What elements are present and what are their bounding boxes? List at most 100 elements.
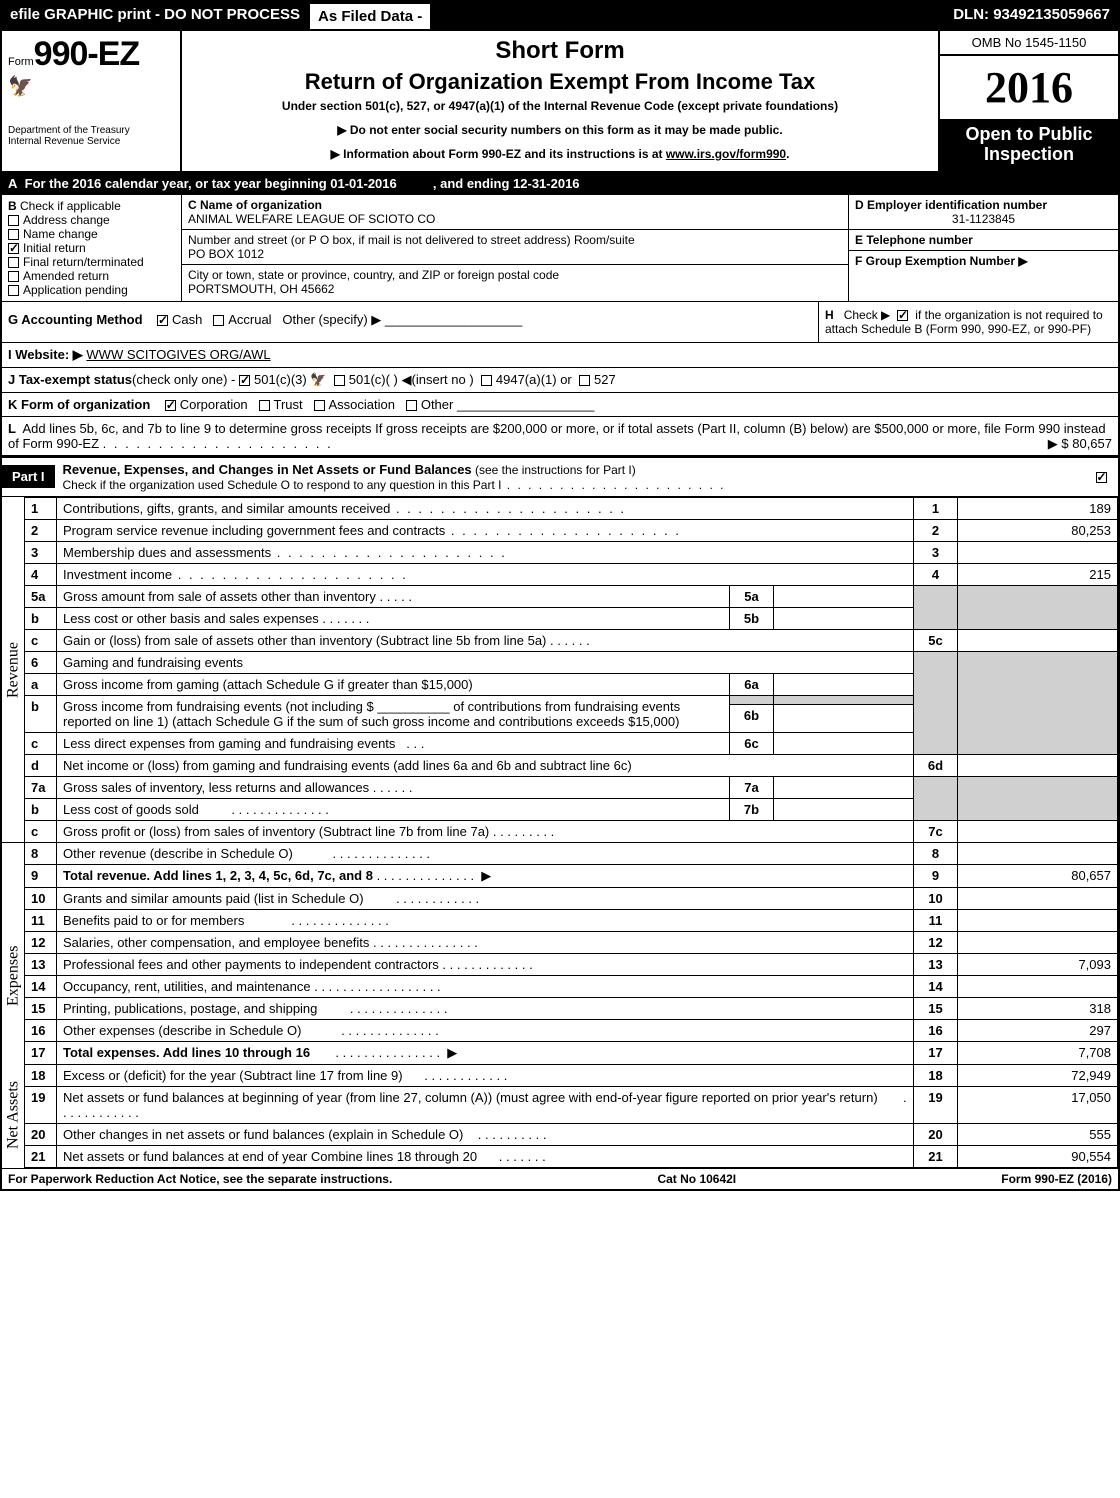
line-10-value: [958, 887, 1118, 909]
checkbox-527[interactable]: [579, 375, 590, 386]
line-11-value: [958, 909, 1118, 931]
revenue-side-label: Revenue: [2, 497, 25, 842]
irs-link[interactable]: www.irs.gov/form990: [666, 147, 786, 161]
line-9-value: 80,657: [958, 864, 1118, 887]
footer-right: Form 990-EZ (2016): [1001, 1172, 1112, 1186]
lines-table: Revenue 1 Contributions, gifts, grants, …: [2, 497, 1118, 1168]
checkbox-amended-return[interactable]: Amended return: [8, 269, 175, 283]
part-i-label: Part I: [2, 465, 55, 488]
checkbox-other-org[interactable]: [406, 400, 417, 411]
checkbox-accrual[interactable]: [213, 315, 224, 326]
line-18-value: 72,949: [958, 1064, 1118, 1086]
line-13-value: 7,093: [958, 953, 1118, 975]
line-6d-value: [958, 754, 1118, 776]
checkbox-cash[interactable]: [157, 315, 168, 326]
col-b: B Check if applicable Address change Nam…: [2, 195, 182, 301]
checkbox-corporation[interactable]: [165, 400, 176, 411]
subtitle: Under section 501(c), 527, or 4947(a)(1)…: [190, 99, 930, 113]
row-j: J Tax-exempt status(check only one) - 50…: [2, 368, 1118, 393]
line-2-value: 80,253: [958, 519, 1118, 541]
footer-mid: Cat No 10642I: [657, 1172, 736, 1186]
eagle-icon: 🦅: [8, 74, 174, 99]
part-i-title: Revenue, Expenses, and Changes in Net As…: [55, 458, 1088, 496]
line-6a-value: [774, 673, 914, 695]
col-g: G Accounting Method Cash Accrual Other (…: [2, 302, 818, 342]
row-i: I Website: ▶ WWW SCITOGIVES ORG/AWL: [2, 343, 1118, 368]
form-prefix: Form: [8, 56, 34, 68]
checkbox-name-change[interactable]: Name change: [8, 227, 175, 241]
footer: For Paperwork Reduction Act Notice, see …: [2, 1168, 1118, 1189]
part-i-header: Part I Revenue, Expenses, and Changes in…: [2, 456, 1118, 497]
checkbox-501c3[interactable]: [239, 375, 250, 386]
line-17-value: 7,708: [958, 1041, 1118, 1064]
dln-label: DLN: 93492135059667: [945, 2, 1118, 31]
line-6c-value: [774, 732, 914, 754]
line-6b-value: [774, 704, 914, 732]
col-def: D Employer identification number 31-1123…: [848, 195, 1118, 301]
short-form-title: Short Form: [190, 37, 930, 65]
note-ssn: ▶ Do not enter social security numbers o…: [190, 123, 930, 137]
line-20-value: 555: [958, 1123, 1118, 1145]
col-h: H Check ▶ if the organization is not req…: [818, 302, 1118, 342]
checkbox-association[interactable]: [314, 400, 325, 411]
form-number-block: Form990-EZ: [8, 35, 174, 74]
form-990ez: efile GRAPHIC print - DO NOT PROCESS As …: [0, 0, 1120, 1191]
form-header: Form990-EZ 🦅 Department of the Treasury …: [2, 31, 1118, 173]
efile-label: efile GRAPHIC print - DO NOT PROCESS: [2, 2, 308, 31]
line-7a-value: [774, 776, 914, 798]
checkbox-initial-return[interactable]: Initial return: [8, 241, 175, 255]
line-1-value: 189: [958, 497, 1118, 519]
c-street: Number and street (or P O box, if mail i…: [182, 230, 848, 265]
line-8-value: [958, 842, 1118, 864]
line-21-value: 90,554: [958, 1145, 1118, 1167]
f-group-exemption: F Group Exemption Number ▶: [849, 251, 1118, 301]
org-name: ANIMAL WELFARE LEAGUE OF SCIOTO CO: [188, 212, 842, 226]
city-state-zip: PORTSMOUTH, OH 45662: [188, 282, 842, 296]
row-a: A For the 2016 calendar year, or tax yea…: [2, 173, 1118, 195]
checkbox-trust[interactable]: [259, 400, 270, 411]
line-12-value: [958, 931, 1118, 953]
header-right: OMB No 1545-1150 2016 Open to Public Ins…: [938, 31, 1118, 171]
open-to-public: Open to Public Inspection: [940, 119, 1118, 171]
row-a-text2: , and ending 12-31-2016: [433, 176, 580, 191]
footer-left: For Paperwork Reduction Act Notice, see …: [8, 1172, 392, 1186]
line-14-value: [958, 975, 1118, 997]
line-3-value: [958, 541, 1118, 563]
line-5b-value: [774, 607, 914, 629]
line-4-value: 215: [958, 563, 1118, 585]
line-19-value: 17,050: [958, 1086, 1118, 1123]
part-i-checkbox[interactable]: [1088, 469, 1118, 484]
c-name: C Name of organization ANIMAL WELFARE LE…: [182, 195, 848, 230]
header-left: Form990-EZ 🦅 Department of the Treasury …: [2, 31, 182, 171]
line-15-value: 318: [958, 997, 1118, 1019]
line-7b-value: [774, 798, 914, 820]
header-center: Short Form Return of Organization Exempt…: [182, 31, 938, 171]
website-value[interactable]: WWW SCITOGIVES ORG/AWL: [86, 347, 270, 362]
d-ein: D Employer identification number 31-1123…: [849, 195, 1118, 230]
row-a-text1: For the 2016 calendar year, or tax year …: [25, 176, 397, 191]
row-gh: G Accounting Method Cash Accrual Other (…: [2, 302, 1118, 343]
col-c: C Name of organization ANIMAL WELFARE LE…: [182, 195, 848, 301]
ein-value: 31-1123845: [855, 212, 1112, 226]
as-filed-label: As Filed Data -: [308, 2, 432, 31]
return-title: Return of Organization Exempt From Incom…: [190, 69, 930, 95]
checkbox-address-change[interactable]: Address change: [8, 213, 175, 227]
line-16-value: 297: [958, 1019, 1118, 1041]
form-number: 990-EZ: [34, 35, 140, 73]
checkbox-final-return[interactable]: Final return/terminated: [8, 255, 175, 269]
row-k: K Form of organization Corporation Trust…: [2, 393, 1118, 417]
checkbox-4947[interactable]: [481, 375, 492, 386]
checkbox-schedule-b[interactable]: [897, 310, 908, 321]
checkbox-501c[interactable]: [334, 375, 345, 386]
e-telephone: E Telephone number: [849, 230, 1118, 251]
line-5a-value: [774, 585, 914, 607]
street-address: PO BOX 1012: [188, 247, 842, 261]
checkbox-application-pending[interactable]: Application pending: [8, 283, 175, 297]
netassets-side-label: Net Assets: [2, 1064, 25, 1167]
expenses-side-label: Expenses: [2, 887, 25, 1064]
note-info: ▶ Information about Form 990-EZ and its …: [190, 147, 930, 161]
c-city: City or town, state or province, country…: [182, 265, 848, 299]
row-l: L Add lines 5b, 6c, and 7b to line 9 to …: [2, 417, 1118, 456]
omb-number: OMB No 1545-1150: [940, 31, 1118, 56]
section-bcdef: B Check if applicable Address change Nam…: [2, 195, 1118, 302]
